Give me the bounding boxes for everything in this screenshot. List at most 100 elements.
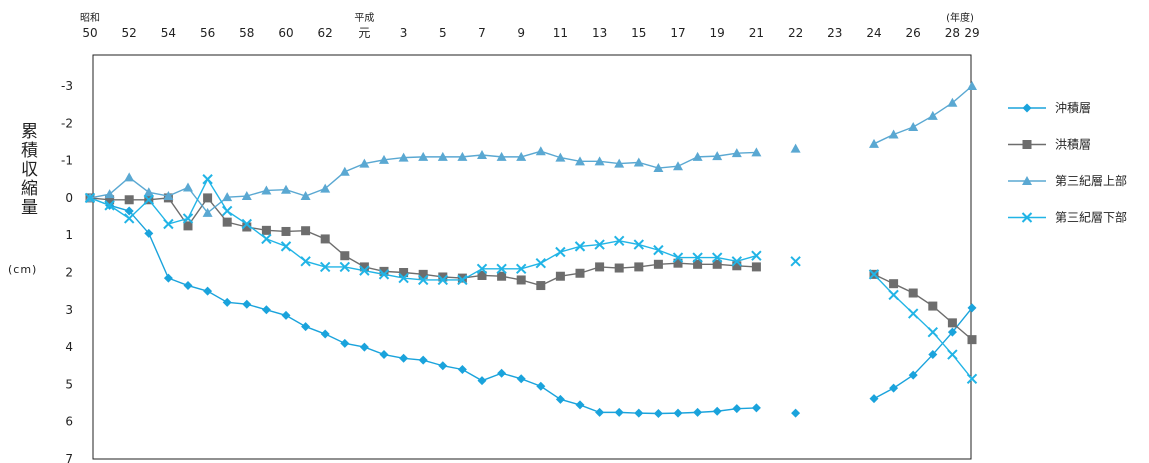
legend-label: 洪積層: [1055, 137, 1091, 152]
data-point-triangle: [614, 158, 625, 168]
data-point-triangle: [339, 166, 350, 176]
data-point-triangle: [575, 156, 585, 166]
legend-label: 第三紀層下部: [1055, 210, 1127, 225]
data-point-x: [319, 261, 331, 273]
data-point-x: [692, 252, 703, 263]
data-point-square: [497, 271, 507, 281]
x-tick-label: 60: [278, 26, 293, 40]
data-point-x: [966, 373, 978, 385]
series-4: [84, 174, 978, 385]
data-point-diamond: [320, 329, 330, 339]
data-point-triangle: [516, 151, 527, 161]
legend-label: 沖積層: [1055, 100, 1091, 115]
x-tick-label: 58: [239, 26, 254, 40]
data-point-square: [673, 258, 683, 268]
data-point-triangle: [183, 182, 193, 192]
data-point-diamond: [281, 310, 291, 320]
y-axis-unit: (cm): [8, 263, 38, 276]
data-point-diamond: [516, 374, 526, 384]
data-point-square: [281, 226, 291, 236]
data-point-diamond: [575, 400, 585, 410]
x-tick-label: 17: [670, 26, 685, 40]
data-point-triangle: [947, 97, 958, 107]
x-tick-label: 52: [122, 26, 137, 40]
data-point-diamond: [634, 408, 644, 418]
data-point-triangle: [653, 163, 664, 173]
data-point-diamond: [693, 407, 703, 417]
data-point-square: [732, 261, 742, 271]
x-tick-label: 11: [553, 26, 568, 40]
data-point-diamond: [751, 403, 761, 413]
x-tick-label: 56: [200, 26, 215, 40]
x-tick-label: 13: [592, 26, 607, 40]
data-point-x: [417, 274, 429, 286]
data-point-triangle: [496, 151, 507, 161]
data-point-diamond: [497, 368, 507, 378]
data-point-diamond: [614, 407, 624, 417]
data-point-x: [280, 241, 292, 252]
x-tick-label: 24: [866, 26, 881, 40]
data-point-triangle: [418, 151, 429, 161]
data-point-triangle: [967, 81, 977, 90]
data-point-triangle: [692, 151, 703, 161]
data-point-x: [163, 218, 174, 230]
data-point-square: [399, 268, 409, 277]
data-point-x: [261, 233, 272, 245]
data-point-square: [183, 221, 193, 231]
data-point-triangle: [261, 185, 272, 195]
data-point-x: [613, 235, 625, 247]
data-point-diamond: [301, 322, 311, 332]
data-point-x: [947, 349, 958, 360]
data-point-square: [536, 281, 546, 291]
y-tick-label: 0: [65, 191, 73, 205]
data-point-x: [574, 241, 586, 252]
data-point-square: [614, 263, 624, 273]
data-point-x: [731, 256, 743, 267]
y-tick-label: 7: [65, 452, 73, 463]
x-tick-label: 29: [964, 26, 979, 40]
data-point-square: [947, 318, 957, 328]
data-point-diamond: [124, 206, 134, 216]
x-tick-label: 7: [478, 26, 486, 40]
data-point-square: [222, 217, 232, 227]
data-point-x: [868, 269, 880, 280]
data-point-x: [653, 244, 664, 256]
data-point-square: [203, 193, 213, 203]
y-tick-label: -2: [61, 116, 73, 130]
x-tick-label: 62: [318, 26, 333, 40]
data-point-x: [496, 263, 507, 274]
x-tick-label: 21: [749, 26, 764, 40]
x-tick-label: 9: [517, 26, 525, 40]
legend-item: 第三紀層下部: [1008, 210, 1127, 225]
data-point-x: [437, 274, 449, 286]
legend-item: 洪積層: [1008, 137, 1091, 152]
data-point-x: [378, 269, 390, 280]
data-point-diamond: [203, 286, 213, 296]
data-point-x: [927, 326, 939, 338]
data-point-diamond: [595, 407, 605, 417]
data-point-triangle: [1022, 176, 1032, 185]
data-point-triangle: [888, 129, 899, 139]
data-point-square: [301, 226, 311, 236]
data-point-square: [261, 225, 271, 235]
data-point-square: [242, 222, 252, 232]
x-era-label: 平成: [354, 12, 374, 24]
legend-item: 第三紀層上部: [1008, 173, 1127, 188]
data-point-triangle: [437, 151, 448, 161]
y-tick-label: 1: [65, 228, 73, 242]
x-tick-label: 元: [358, 26, 370, 40]
data-point-triangle: [281, 184, 291, 194]
data-point-square: [1022, 140, 1032, 149]
data-point-diamond: [163, 273, 173, 283]
x-tick-label: 19: [710, 26, 725, 40]
data-point-diamond: [908, 370, 918, 380]
data-point-diamond: [555, 394, 565, 404]
data-point-diamond: [340, 338, 350, 348]
data-point-triangle: [712, 151, 723, 161]
data-point-square: [124, 195, 134, 205]
data-point-x: [711, 252, 723, 263]
data-point-square: [457, 273, 467, 283]
data-point-x: [143, 194, 155, 205]
data-point-square: [438, 272, 448, 282]
data-point-diamond: [947, 327, 957, 337]
